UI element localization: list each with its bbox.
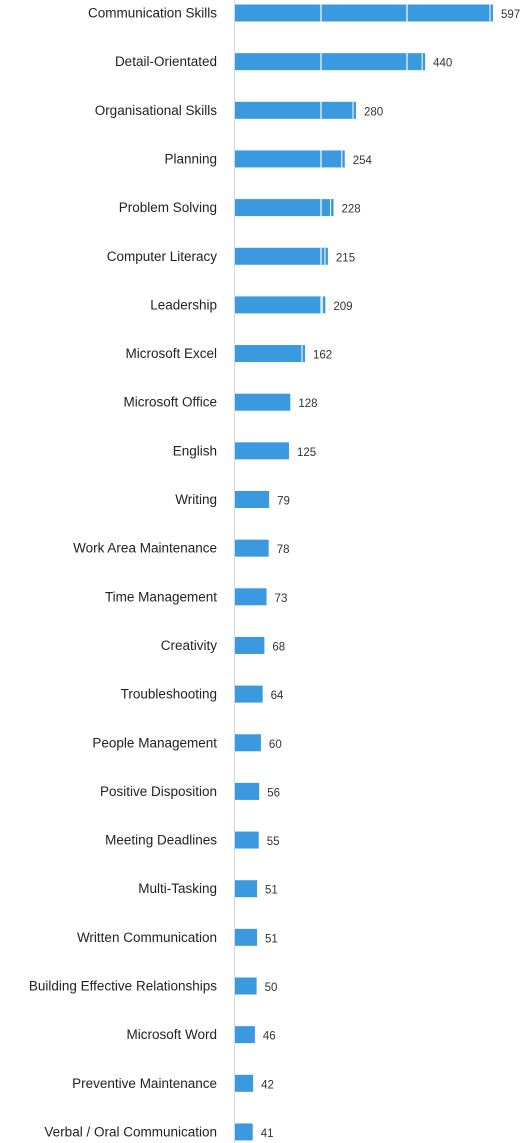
bar[interactable]: [235, 150, 345, 168]
value-label: 51: [265, 885, 278, 897]
category-label: English: [173, 443, 217, 458]
bar[interactable]: [235, 345, 306, 363]
value-label: 280: [364, 106, 383, 118]
value-label: 73: [275, 593, 288, 605]
bar[interactable]: [235, 685, 263, 703]
category-label: Microsoft Office: [123, 395, 217, 410]
category-label: Positive Disposition: [100, 784, 217, 799]
value-labels-group: 597 440 280 254 228 215 209 162 128 125 79 78 73 68 64…: [261, 9, 520, 1140]
category-label: Planning: [164, 151, 217, 166]
value-label: 162: [313, 350, 332, 362]
bar[interactable]: [235, 539, 269, 557]
category-label: Preventive Maintenance: [72, 1076, 217, 1091]
value-label: 78: [277, 544, 290, 556]
value-label: 56: [267, 787, 280, 799]
value-label: 228: [342, 204, 361, 216]
category-label: Creativity: [161, 638, 218, 653]
value-label: 50: [265, 982, 278, 994]
category-label: Detail-Orientated: [115, 54, 217, 69]
value-label: 51: [265, 933, 278, 945]
bar[interactable]: [235, 393, 291, 411]
bar[interactable]: [235, 1026, 255, 1044]
category-label: Microsoft Word: [126, 1027, 217, 1042]
bar[interactable]: [235, 491, 270, 508]
bar[interactable]: [235, 734, 261, 752]
bar[interactable]: [235, 101, 357, 119]
value-label: 79: [277, 496, 290, 508]
value-label: 215: [336, 252, 355, 264]
bar[interactable]: [235, 53, 426, 71]
value-label: 597: [501, 9, 520, 21]
bar[interactable]: [235, 199, 334, 217]
category-labels-group: Communication Skills Detail-Orientated Org…: [29, 6, 217, 1140]
value-label: 60: [269, 739, 282, 751]
bar[interactable]: [235, 636, 265, 654]
category-label: Building Effective Relationships: [29, 979, 217, 994]
value-label: 209: [333, 301, 352, 313]
category-label: Time Management: [105, 589, 217, 604]
value-label: 128: [298, 398, 317, 410]
bar[interactable]: [235, 831, 259, 849]
bar[interactable]: [235, 296, 326, 314]
category-label: Writing: [175, 492, 217, 507]
bar[interactable]: [235, 588, 267, 606]
bars-group: [235, 4, 493, 1141]
bar[interactable]: [235, 782, 260, 800]
value-label: 440: [433, 58, 452, 70]
category-label: Microsoft Excel: [125, 346, 217, 361]
category-label: Verbal / Oral Communication: [44, 1124, 217, 1139]
category-label: Written Communication: [77, 930, 217, 945]
category-label: Organisational Skills: [95, 103, 218, 118]
value-label: 125: [297, 447, 316, 459]
bar[interactable]: [235, 442, 290, 460]
category-label: Meeting Deadlines: [105, 833, 217, 848]
category-label: People Management: [92, 735, 217, 750]
category-label: Work Area Maintenance: [73, 541, 217, 556]
value-label: 68: [272, 641, 285, 653]
bar[interactable]: [235, 928, 258, 946]
value-label: 55: [267, 836, 280, 848]
category-label: Computer Literacy: [107, 249, 218, 264]
bar[interactable]: [235, 1123, 253, 1141]
value-label: 64: [271, 690, 284, 702]
value-label: 254: [353, 155, 373, 167]
value-label: 46: [263, 1031, 276, 1043]
bar[interactable]: [235, 4, 493, 22]
bar[interactable]: [235, 977, 257, 995]
category-label: Troubleshooting: [121, 687, 217, 702]
category-label: Multi-Tasking: [138, 881, 217, 896]
category-label: Communication Skills: [88, 6, 217, 21]
bar[interactable]: [235, 880, 258, 898]
value-label: 42: [261, 1079, 274, 1091]
bar[interactable]: [235, 1074, 254, 1092]
bar[interactable]: [235, 247, 328, 265]
value-label: 41: [261, 1128, 274, 1140]
category-label: Leadership: [150, 297, 217, 312]
category-label: Problem Solving: [119, 200, 217, 215]
